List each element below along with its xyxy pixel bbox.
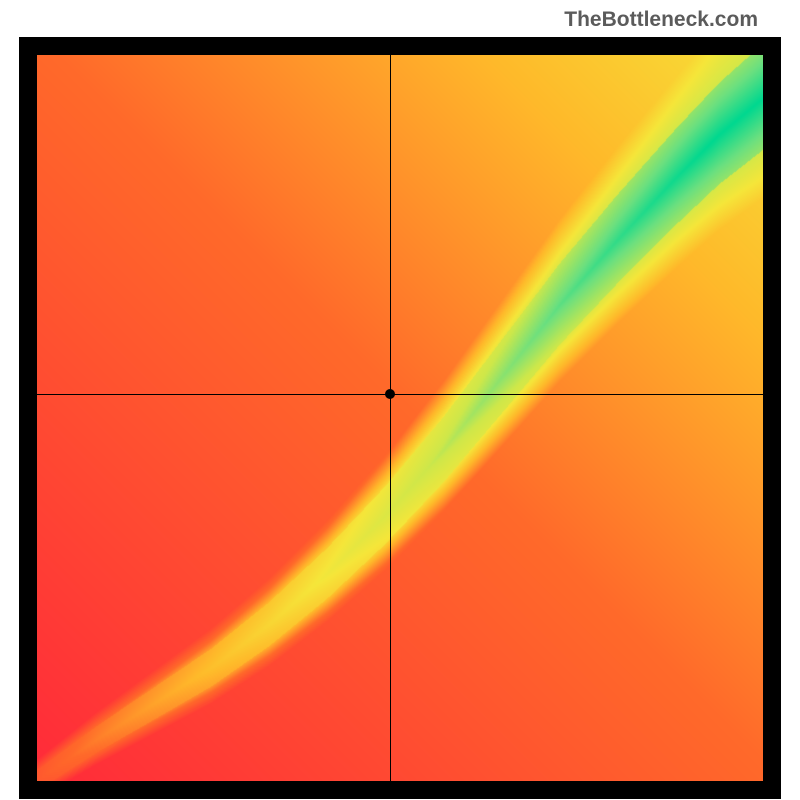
heatmap-canvas <box>37 55 763 781</box>
crosshair-vertical <box>390 55 391 781</box>
crosshair-horizontal <box>37 394 763 395</box>
chart-frame <box>19 37 781 799</box>
chart-plot-area <box>37 55 763 781</box>
attribution-text: TheBottleneck.com <box>564 8 758 32</box>
data-point-marker <box>385 389 395 399</box>
